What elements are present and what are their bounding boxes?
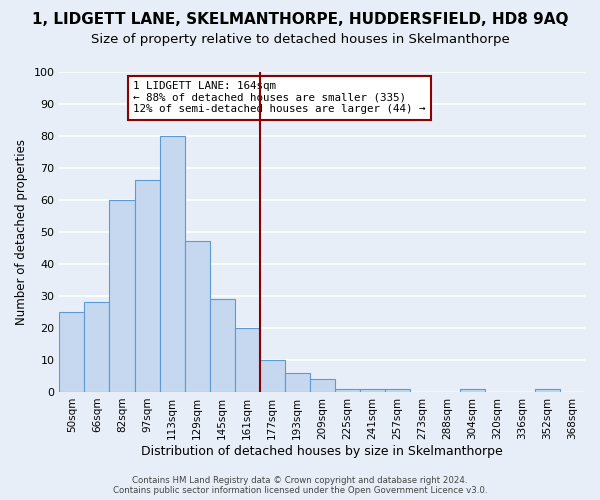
Text: 1, LIDGETT LANE, SKELMANTHORPE, HUDDERSFIELD, HD8 9AQ: 1, LIDGETT LANE, SKELMANTHORPE, HUDDERSF… [32,12,568,28]
Bar [385,389,410,392]
Bar [59,312,85,392]
Y-axis label: Number of detached properties: Number of detached properties [15,138,28,324]
Text: Contains HM Land Registry data © Crown copyright and database right 2024.
Contai: Contains HM Land Registry data © Crown c… [113,476,487,495]
Bar [310,379,335,392]
Bar [235,328,260,392]
Bar [360,389,385,392]
Bar [260,360,284,392]
Bar [460,389,485,392]
Bar [284,372,310,392]
X-axis label: Distribution of detached houses by size in Skelmanthorpe: Distribution of detached houses by size … [142,444,503,458]
Bar [185,242,209,392]
Bar [209,299,235,392]
Bar [109,200,134,392]
Bar [134,180,160,392]
Bar [85,302,109,392]
Bar [535,389,560,392]
Bar [160,136,185,392]
Bar [335,389,360,392]
Text: 1 LIDGETT LANE: 164sqm
← 88% of detached houses are smaller (335)
12% of semi-de: 1 LIDGETT LANE: 164sqm ← 88% of detached… [133,81,425,114]
Text: Size of property relative to detached houses in Skelmanthorpe: Size of property relative to detached ho… [91,32,509,46]
